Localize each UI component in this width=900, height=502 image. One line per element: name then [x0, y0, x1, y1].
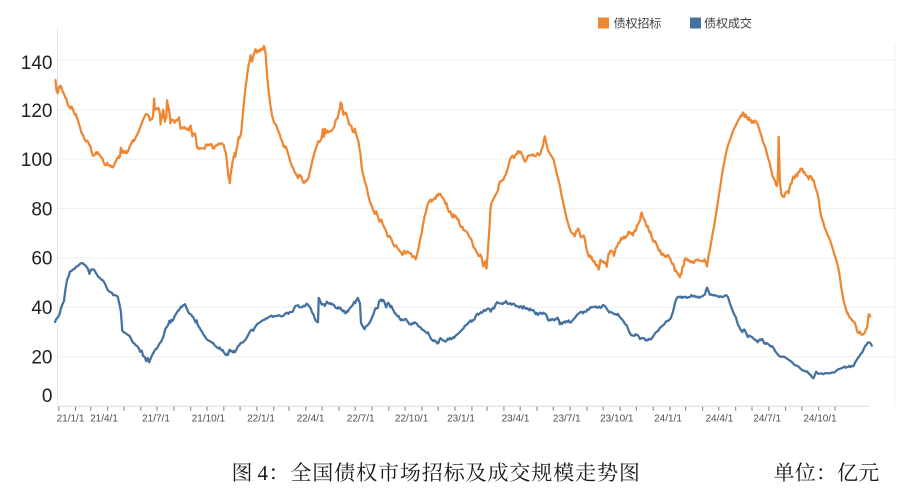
svg-text:0: 0 [42, 386, 53, 407]
svg-text:40: 40 [31, 298, 52, 319]
svg-text:21/1/1: 21/1/1 [57, 414, 85, 425]
svg-text:24/4/1: 24/4/1 [705, 414, 733, 425]
svg-text:21/10/1: 21/10/1 [192, 414, 226, 425]
svg-text:24/7/1: 24/7/1 [753, 414, 781, 425]
svg-text:120: 120 [21, 101, 53, 122]
svg-text:24/1/1: 24/1/1 [654, 414, 682, 425]
svg-text:24/10/1: 24/10/1 [803, 414, 837, 425]
svg-text:60: 60 [31, 249, 52, 270]
svg-text:23/10/1: 23/10/1 [600, 414, 634, 425]
svg-text:23/1/1: 23/1/1 [447, 414, 475, 425]
svg-text:100: 100 [21, 150, 53, 171]
svg-text:22/7/1: 22/7/1 [347, 414, 375, 425]
svg-text:22/4/1: 22/4/1 [297, 414, 325, 425]
svg-text:23/7/1: 23/7/1 [553, 414, 581, 425]
svg-text:80: 80 [31, 199, 52, 220]
svg-text:4: 4 [258, 461, 269, 485]
svg-text:21/4/1: 21/4/1 [90, 414, 118, 425]
svg-text:22/1/1: 22/1/1 [247, 414, 275, 425]
svg-text:21/7/1: 21/7/1 [142, 414, 170, 425]
svg-text:23/4/1: 23/4/1 [502, 414, 530, 425]
svg-text:20: 20 [31, 348, 52, 369]
svg-text:140: 140 [21, 53, 53, 74]
svg-text:22/10/1: 22/10/1 [395, 414, 429, 425]
